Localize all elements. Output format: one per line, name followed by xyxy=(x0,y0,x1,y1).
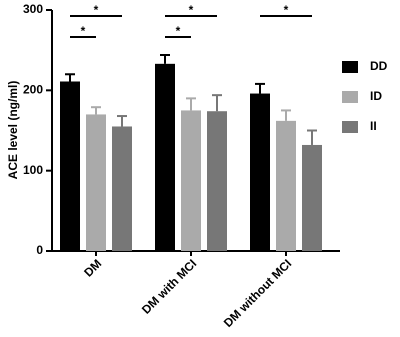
legend-label: II xyxy=(370,119,377,133)
bar xyxy=(207,111,227,251)
bar xyxy=(155,63,175,251)
legend-swatch xyxy=(342,121,358,133)
y-tick-label: 0 xyxy=(36,243,43,257)
bar xyxy=(60,81,80,251)
y-tick-label: 100 xyxy=(23,163,43,177)
y-tick-label: 200 xyxy=(23,83,43,97)
bar xyxy=(181,110,201,252)
x-tick-label: DM without MCI xyxy=(221,256,295,330)
y-axis-label: ACE level (ng/ml) xyxy=(6,81,20,180)
significance-mark: * xyxy=(176,24,181,38)
legend-swatch xyxy=(342,61,358,73)
bar xyxy=(276,120,296,251)
x-tick-label: DM xyxy=(81,256,104,279)
significance-mark: * xyxy=(284,3,289,17)
legend-swatch xyxy=(342,91,358,103)
bar xyxy=(112,126,132,251)
significance-mark: * xyxy=(81,24,86,38)
x-tick-label: DM with MCI xyxy=(139,256,199,316)
legend-label: ID xyxy=(370,89,382,103)
bar xyxy=(86,114,106,251)
bar xyxy=(302,144,322,251)
legend-label: DD xyxy=(370,59,388,73)
y-tick-label: 300 xyxy=(23,2,43,16)
bar xyxy=(250,93,270,252)
significance-mark: * xyxy=(189,3,194,17)
significance-mark: * xyxy=(94,3,99,17)
